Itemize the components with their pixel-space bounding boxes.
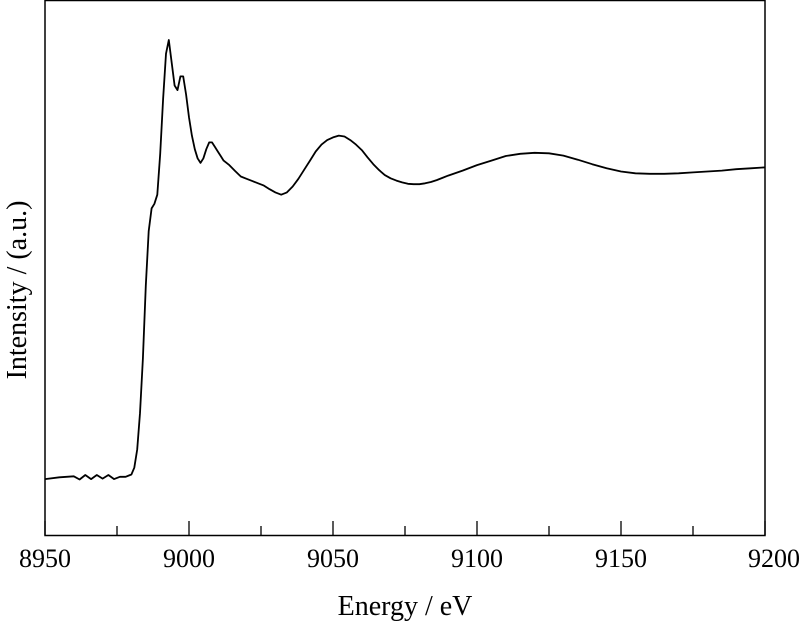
plot-frame	[44, 0, 766, 537]
x-axis-tick-labels: 8950 9000 9050 9100 9150 9200	[19, 544, 800, 573]
x-tick-label: 9000	[163, 544, 215, 573]
x-tick-label: 9200	[748, 544, 800, 573]
x-tick-label: 9150	[595, 544, 647, 573]
x-axis-ticks	[44, 521, 766, 535]
spectrum-series-line	[44, 39, 766, 481]
x-axis-title: Energy / eV	[338, 591, 473, 622]
y-axis-title: Intensity / (a.u.)	[2, 201, 33, 380]
x-tick-label: 8950	[19, 544, 71, 573]
x-tick-label: 9100	[451, 544, 503, 573]
x-tick-label: 9050	[307, 544, 359, 573]
